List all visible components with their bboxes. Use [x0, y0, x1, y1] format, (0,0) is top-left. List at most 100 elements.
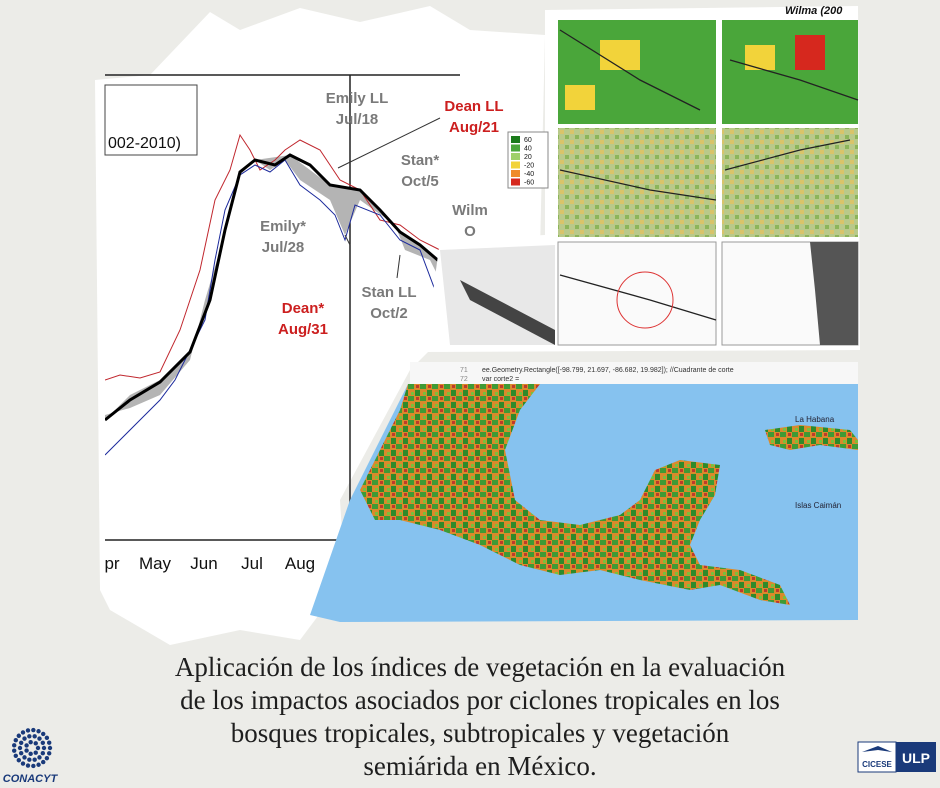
logo-dot [31, 727, 36, 733]
tiles-title: Wilma (200 [785, 5, 843, 17]
logo-dot [13, 753, 18, 759]
annotation: Aug/21 [449, 119, 499, 136]
logo-dot [32, 734, 37, 739]
annotation: Wilm [452, 202, 488, 219]
legend-swatch [511, 136, 520, 143]
annotation: Dean LL [444, 98, 503, 115]
logo-dot [18, 751, 24, 756]
logo-box [896, 742, 936, 772]
track [559, 29, 859, 321]
logo-text: CICESE [862, 760, 892, 769]
month-label: pr [104, 554, 119, 573]
logo-dot [40, 740, 46, 745]
logo-dot [18, 740, 24, 745]
legend-box [104, 84, 198, 156]
tile-patch [795, 35, 825, 70]
land [360, 384, 790, 605]
pointer [344, 234, 351, 246]
tile [722, 20, 858, 124]
month-label: Aug [285, 554, 315, 573]
month-label: May [139, 554, 172, 573]
logo-dot [12, 748, 17, 753]
line-number: 71 [460, 367, 468, 374]
caption: Aplicación de los índices de vegetación … [175, 652, 786, 781]
logo-dot [12, 743, 17, 748]
annotation: Emily* [260, 218, 306, 235]
legend-swatch [511, 178, 520, 186]
logo-dot [20, 761, 26, 766]
logo-dot [28, 751, 33, 757]
legend-label: -60 [524, 180, 534, 187]
code-text: ee.Geometry.Rectangle([-98.799, 21.697, … [482, 367, 734, 374]
legend-swatch [511, 153, 520, 160]
month-label: Jun [190, 554, 217, 573]
logo-mark [862, 746, 892, 752]
line-number: 72 [460, 376, 468, 383]
pointer [337, 117, 441, 169]
logo-dot [41, 731, 46, 737]
logo-cicese-ulp: CICESE ULP [857, 741, 936, 773]
radius [616, 271, 674, 329]
series-blue [105, 159, 456, 456]
caption-line: Aplicación de los índices de vegetación … [175, 652, 786, 682]
logo-dot [37, 736, 42, 741]
logo-dot [25, 763, 31, 768]
annotation: Emily LL [326, 90, 389, 107]
logo-text: CONACYT [3, 773, 59, 785]
place-label: La Habana [795, 415, 835, 424]
legend-label: 60 [524, 137, 532, 144]
pointer [396, 254, 401, 279]
land [455, 384, 480, 440]
tile-patch [745, 45, 775, 70]
annotation: Dean* [282, 300, 325, 317]
region-map: La Habana Islas Caimán [310, 384, 858, 622]
tile-patch [460, 280, 555, 345]
tile-patch [810, 242, 858, 345]
chart-fragment: 002-2010) [104, 74, 460, 541]
legend-label: 40 [524, 146, 532, 153]
logo-dot [27, 734, 32, 739]
tile [558, 128, 716, 237]
logo-dot [40, 751, 46, 756]
logo-dot [16, 758, 22, 763]
tile-patch [600, 40, 640, 70]
caption-line: de los impactos asociados por ciclones t… [180, 685, 780, 715]
annotation: Aug/31 [278, 321, 328, 338]
annotation: Stan* [401, 152, 440, 169]
logo-dot [41, 759, 46, 765]
logo-dot [25, 728, 31, 733]
logo-text: ULP [902, 750, 930, 766]
logo-dot [16, 733, 22, 738]
logo-dot [33, 741, 38, 746]
annotation: O [464, 223, 476, 240]
logo-mark [12, 727, 53, 769]
code-lines: 71 ee.Geometry.Rectangle([-98.799, 21.697… [460, 367, 734, 383]
logo-dot [32, 757, 37, 762]
logo-dot [47, 740, 52, 745]
logo-dot [24, 743, 29, 748]
logo-dot [36, 762, 41, 767]
legend-label: 20 [524, 154, 532, 161]
logo-dot [28, 739, 33, 745]
logo-dot [24, 748, 29, 753]
place-label: Islas Caimán [795, 501, 841, 510]
tile [557, 241, 717, 346]
legend-swatch [511, 161, 520, 169]
legend-label: -20 [524, 163, 534, 170]
logo-dot [22, 736, 27, 741]
annotation: Oct/5 [401, 173, 439, 190]
logo-dot [47, 751, 52, 756]
tile-patch [565, 85, 595, 110]
logo-dot [27, 757, 32, 762]
logo-dot [44, 755, 50, 761]
annotation: Jul/28 [262, 239, 305, 256]
logo-dot [22, 755, 27, 760]
logo-dot [13, 737, 18, 743]
legend-label: -40 [524, 171, 534, 178]
logo-dot [17, 745, 23, 751]
annotation: Oct/2 [370, 305, 408, 322]
caption-line: bosques tropicales, subtropicales y vege… [231, 718, 730, 748]
